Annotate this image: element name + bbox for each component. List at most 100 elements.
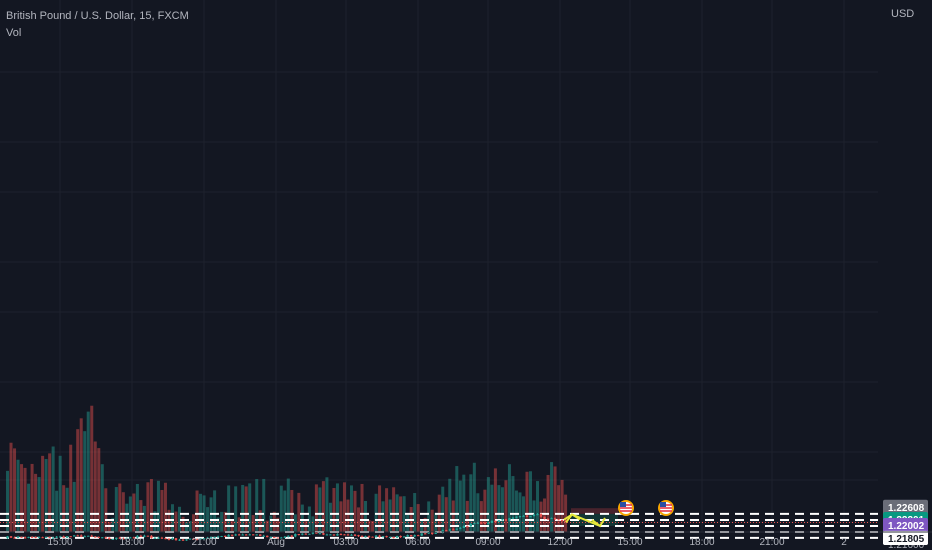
- candle-body: [37, 537, 41, 539]
- candle-body: [276, 537, 279, 539]
- candle-body: [44, 537, 48, 539]
- candle-body: [164, 538, 167, 540]
- volume-bar: [342, 482, 346, 532]
- volume-bar: [353, 490, 357, 532]
- volume-indicator-label[interactable]: Vol: [6, 27, 22, 39]
- volume-bar: [44, 459, 48, 532]
- volume-bar: [497, 485, 501, 532]
- candle-body: [241, 534, 244, 536]
- arrowhead-down-icon[interactable]: [591, 517, 606, 528]
- volume-bar: [170, 504, 174, 532]
- candle-body: [522, 515, 525, 517]
- price-axis[interactable]: 1.227001.225001.221001.219001.217001.216…: [878, 0, 932, 550]
- event-markers[interactable]: [618, 500, 674, 516]
- volume-bar: [276, 517, 280, 532]
- flag-stripe: [660, 507, 672, 509]
- candle-body: [27, 536, 30, 538]
- volume-bar: [441, 486, 445, 532]
- currency-label[interactable]: USD: [891, 8, 915, 20]
- symbol-title[interactable]: British Pound / U.S. Dollar, 15, FXCM: [6, 10, 189, 22]
- volume-bar: [51, 446, 55, 532]
- price-label-text[interactable]: 1.21805: [888, 534, 925, 545]
- volume-bar: [293, 514, 297, 532]
- candle-body: [416, 535, 420, 537]
- volume-bar: [188, 521, 192, 532]
- volume-bar: [234, 486, 238, 532]
- candle-body: [294, 534, 297, 537]
- us-flag-icon[interactable]: [658, 500, 674, 516]
- candle-body: [146, 535, 150, 537]
- volume-bar: [493, 468, 497, 532]
- volume-bar: [364, 500, 368, 532]
- time-axis[interactable]: 15:00 18:00 21:00 Aug 03:00 06:00 09:00 12:00 15…: [0, 531, 932, 548]
- candle-body: [490, 520, 494, 523]
- candle-body: [48, 537, 51, 539]
- candle-body: [539, 514, 543, 517]
- candle-body: [153, 537, 157, 539]
- candle-body: [322, 533, 325, 535]
- volume-bar: [37, 477, 41, 532]
- volume-bar: [86, 411, 90, 532]
- stop-loss-zone[interactable]: [571, 508, 618, 514]
- chart-grid: [0, 0, 878, 532]
- candle-body: [30, 536, 34, 538]
- volume-bar: [125, 503, 129, 532]
- candle-body: [262, 535, 265, 537]
- time-tick-label: 12:00: [547, 537, 572, 548]
- volume-bar: [564, 494, 568, 532]
- volume-bar: [297, 492, 301, 532]
- volume-bar: [349, 485, 353, 532]
- candle-body: [336, 534, 339, 536]
- volume-bar: [546, 474, 550, 532]
- volume-bar: [521, 496, 525, 532]
- candle-body: [367, 536, 371, 538]
- price-label-badge[interactable]: [883, 517, 928, 532]
- candle-body: [283, 536, 286, 538]
- volume-bar: [318, 487, 322, 532]
- arrowhead-up-icon[interactable]: [565, 513, 581, 524]
- flag-stripe: [620, 507, 632, 509]
- price-label-badge[interactable]: [883, 530, 928, 545]
- volume-bar: [335, 483, 339, 532]
- candle-body: [374, 535, 378, 537]
- volume-bar: [399, 496, 403, 532]
- candle-body: [160, 537, 164, 539]
- candle-body: [529, 516, 532, 518]
- price-label-badge[interactable]: [883, 499, 928, 514]
- candle-body: [23, 537, 27, 539]
- volume-bar: [13, 448, 17, 532]
- volume-bar: [272, 511, 276, 532]
- candle-body: [304, 533, 308, 535]
- price-label-text[interactable]: 1.22608: [888, 503, 925, 514]
- volume-bar: [41, 455, 45, 532]
- volume-bar: [139, 500, 143, 532]
- candle-body: [431, 532, 434, 534]
- volume-bar: [448, 478, 452, 532]
- candle-body: [199, 538, 202, 540]
- volume-bar: [423, 517, 427, 532]
- candle-body: [402, 536, 406, 538]
- candle-body: [252, 534, 255, 536]
- us-flag-icon[interactable]: [618, 500, 634, 516]
- volume-bar: [511, 476, 515, 532]
- price-label-text[interactable]: 1.22002: [888, 521, 925, 532]
- candle-body: [476, 522, 480, 524]
- candle-body: [143, 535, 146, 537]
- candle-body: [353, 534, 357, 536]
- volume-bar: [479, 501, 483, 532]
- volume-bar: [455, 466, 459, 532]
- volume-bar: [430, 509, 434, 532]
- volume-bar: [241, 484, 245, 532]
- candle-body: [125, 537, 129, 539]
- candle-body: [483, 522, 487, 524]
- volume-bar: [314, 484, 318, 532]
- candle-body: [6, 536, 9, 539]
- candle-body: [227, 534, 230, 537]
- projection-arrows[interactable]: [563, 513, 606, 528]
- volume-bar: [307, 506, 311, 532]
- candle-body: [311, 531, 315, 534]
- candle-body: [41, 537, 44, 539]
- volume-bar: [518, 492, 522, 532]
- volume-bar: [62, 485, 66, 532]
